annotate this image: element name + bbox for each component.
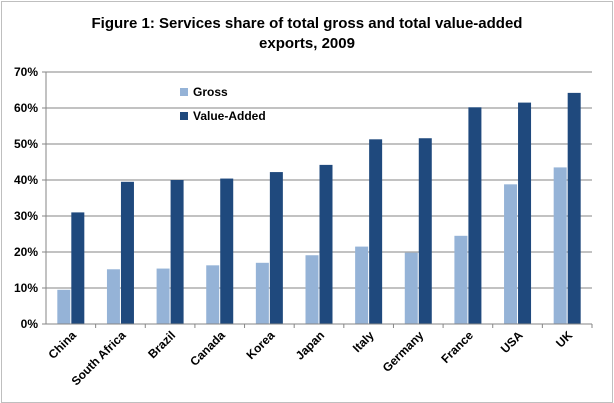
bar-value-added	[369, 139, 383, 324]
bar-value-added	[468, 107, 482, 324]
bar-value-added	[120, 181, 134, 324]
bar-value-added	[71, 212, 85, 324]
gridlines	[46, 71, 592, 289]
bar-gross	[553, 167, 567, 324]
y-axis-ticks: 0% 10% 20% 30% 40% 50% 60% 70%	[14, 65, 38, 331]
axes	[42, 71, 593, 328]
x-tick-label: Korea	[244, 328, 278, 362]
bar-gross	[305, 255, 319, 324]
legend-label: Value-Added	[193, 109, 266, 123]
x-tick-label: Canada	[187, 328, 228, 369]
legend-swatch	[180, 112, 188, 120]
chart-title-line-1: Figure 1: Services share of total gross …	[91, 15, 523, 32]
x-tick-label: Brazil	[145, 328, 178, 361]
y-tick-label: 30%	[14, 209, 38, 223]
y-tick-label: 40%	[14, 173, 38, 187]
bar-gross	[156, 268, 170, 324]
chart-title-line-2: exports, 2009	[259, 35, 355, 52]
bar-value-added	[319, 164, 333, 324]
x-tick-label: Japan	[293, 328, 327, 362]
x-tick-label: France	[438, 328, 476, 366]
bar-gross	[404, 252, 418, 324]
legend-swatch	[180, 88, 188, 96]
bar-value-added	[269, 172, 283, 324]
y-tick-label: 10%	[14, 281, 38, 295]
x-tick-label: UK	[553, 328, 575, 350]
y-tick-label: 70%	[14, 65, 38, 79]
bar-value-added	[418, 138, 432, 324]
bar-gross	[504, 184, 518, 324]
x-tick-label: Italy	[350, 328, 377, 355]
y-tick-label: 0%	[21, 317, 39, 331]
bar-value-added	[567, 92, 581, 324]
legend: Gross Value-Added	[180, 85, 266, 123]
y-tick-label: 60%	[14, 101, 38, 115]
bar-gross	[454, 235, 468, 324]
bar-gross	[255, 262, 269, 324]
bar-gross	[206, 265, 220, 324]
bar-gross	[57, 289, 71, 324]
x-tick-label: Germany	[380, 328, 427, 375]
y-tick-label: 50%	[14, 137, 38, 151]
bar-gross	[106, 269, 120, 324]
bar-value-added	[170, 180, 184, 324]
x-tick-label: China	[45, 328, 79, 362]
y-tick-label: 20%	[14, 245, 38, 259]
bar-gross	[355, 246, 369, 324]
bar-value-added	[220, 178, 234, 324]
x-tick-label: USA	[498, 328, 526, 356]
bar-value-added	[518, 102, 532, 324]
bars	[57, 92, 581, 324]
legend-label: Gross	[193, 85, 228, 99]
chart-title: Figure 1: Services share of total gross …	[0, 14, 614, 54]
